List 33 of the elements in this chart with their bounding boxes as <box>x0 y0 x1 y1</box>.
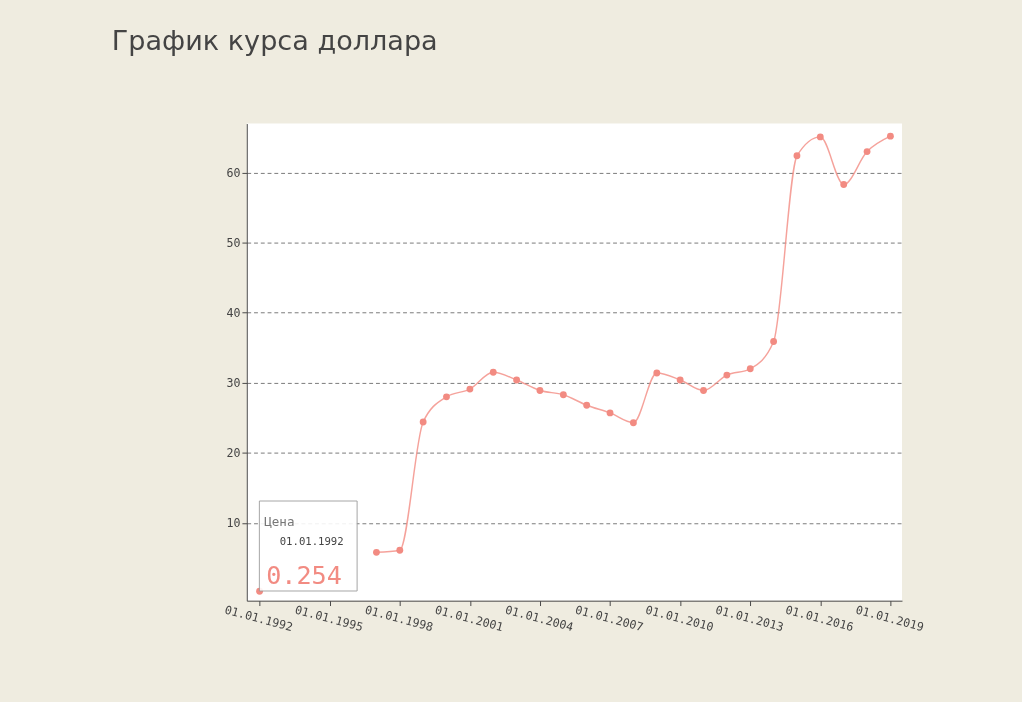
point <box>886 132 894 140</box>
point <box>840 181 848 188</box>
point <box>653 369 661 377</box>
y-tick-label: 30 <box>226 376 241 391</box>
y-tick-label: 60 <box>226 165 241 180</box>
point <box>863 148 871 156</box>
point <box>793 152 801 160</box>
y-tick-label: 20 <box>226 446 241 461</box>
point <box>466 385 474 393</box>
point <box>513 376 521 384</box>
point <box>770 338 778 345</box>
y-tick-label: 50 <box>226 236 241 251</box>
point <box>373 548 380 556</box>
point <box>816 133 824 141</box>
point <box>443 393 450 401</box>
point <box>629 419 637 427</box>
annotation: 0.254 <box>266 561 342 591</box>
point <box>489 368 497 376</box>
point <box>396 546 404 554</box>
y-tick-label: 10 <box>226 516 241 531</box>
point <box>676 376 684 384</box>
point <box>583 401 591 409</box>
point <box>606 409 614 417</box>
annotation: Цена <box>264 514 295 530</box>
point <box>559 391 567 399</box>
point <box>700 387 707 394</box>
y-tick-label: 40 <box>226 306 241 321</box>
point <box>723 371 731 379</box>
chart-title: График курса доллара <box>111 25 438 57</box>
point <box>536 387 544 394</box>
point <box>746 365 754 373</box>
annotation: 01.01.1992 <box>279 534 344 548</box>
point <box>419 418 427 426</box>
